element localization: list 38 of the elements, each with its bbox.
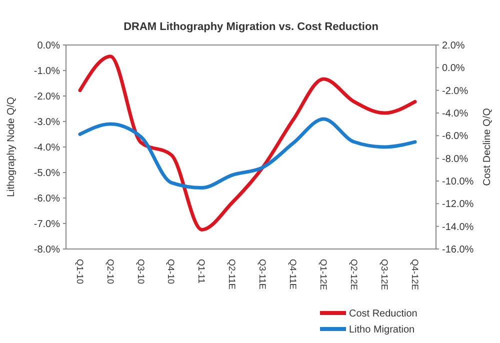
x-tick-label: Q4-10 (166, 259, 176, 284)
y2-tick-label: -6.0% (442, 131, 468, 142)
line-series (78, 54, 417, 232)
y2-tick-label: -4.0% (442, 108, 468, 120)
y2-tick-label: 2.0% (442, 40, 465, 52)
chart-title: DRAM Lithography Migration vs. Cost Reduction (124, 21, 379, 33)
x-tick-label: Q3-12E (379, 259, 390, 290)
x-tick-label: Q3-11E (258, 259, 268, 290)
x-tick-label: Q4-11E (288, 259, 298, 290)
x-tick-label: Q1-10 (74, 259, 85, 284)
y-tick-label: -6.0% (34, 194, 60, 204)
x-tick-label: Q1-12E (318, 259, 328, 290)
y-axis-title: Lithography Node Q/Q (6, 96, 17, 198)
y2-tick-label: -8.0% (442, 154, 468, 165)
y2-tick-label: -16.0% (442, 244, 474, 256)
y-tick-label: -2.0% (34, 92, 60, 102)
x-tick-label: Q4-12E (410, 259, 420, 290)
y-tick-label: -8.0% (34, 244, 60, 256)
legend-label: Litho Migration (349, 324, 415, 336)
y2-tick-label: -14.0% (442, 222, 474, 233)
y-tick-label: -5.0% (34, 168, 60, 179)
x-tick-label: Q2-11E (227, 259, 238, 290)
x-tick-label: Q2-10 (105, 259, 116, 284)
y2-tick-label: -2.0% (442, 86, 468, 97)
y-tick-label: -4.0% (34, 142, 60, 154)
y2-tick-label: -12.0% (442, 199, 474, 210)
y2-axis-title: Cost Decline Q/Q (482, 108, 493, 186)
y-tick-label: -7.0% (34, 219, 60, 230)
legend-label: Cost Reduction (349, 308, 418, 320)
x-tick-label: Q2-12E (348, 259, 359, 290)
x-tick-label: Q1-11 (196, 259, 207, 284)
x-tick-label: Q3-10 (136, 259, 146, 284)
y-tick-label: 0.0% (37, 40, 60, 52)
y-tick-label: -3.0% (34, 117, 60, 128)
line-series (78, 117, 417, 190)
y2-tick-label: -10.0% (442, 176, 474, 188)
y2-tick-label: 0.0% (442, 63, 465, 74)
y-tick-label: -1.0% (34, 66, 60, 77)
